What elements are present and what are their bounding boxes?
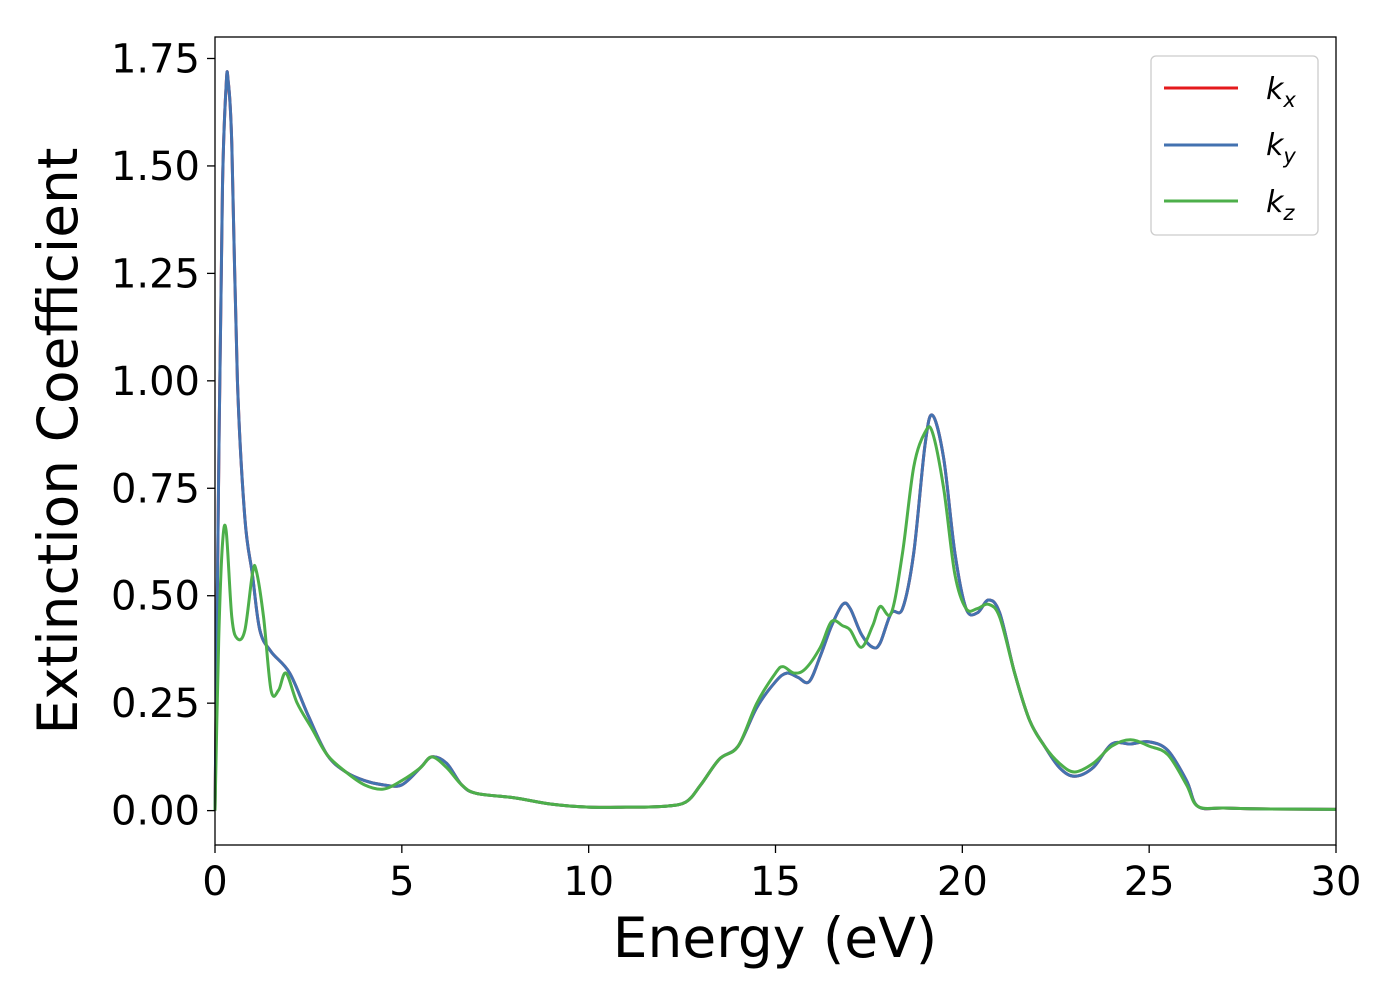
series-line-kz bbox=[213, 425, 1337, 811]
legend-label-ky: ky bbox=[1266, 128, 1296, 168]
plot-area bbox=[215, 37, 1336, 845]
y-tick-label: 1.75 bbox=[111, 36, 200, 82]
legend: kx ky kz bbox=[1150, 55, 1319, 236]
legend-label-kx: kx bbox=[1266, 72, 1296, 112]
x-tick-label: 10 bbox=[563, 859, 614, 905]
tick-layer: 0 5 10 15 20 25 30 0.00 0.25 0.50 0.75 1.00 1.25 1.50… bbox=[111, 36, 1362, 905]
y-tick-label: 0.75 bbox=[111, 466, 200, 512]
y-tick-label: 0.50 bbox=[111, 574, 200, 620]
x-tick-label: 30 bbox=[1311, 859, 1362, 905]
x-tick-label: 20 bbox=[937, 859, 988, 905]
y-tick-label: 1.50 bbox=[111, 144, 200, 190]
y-tick-label: 0.00 bbox=[111, 789, 200, 835]
x-axis-title: Energy (eV) bbox=[613, 906, 937, 970]
x-tick-label: 25 bbox=[1124, 859, 1175, 905]
series-layer bbox=[213, 70, 1337, 811]
x-tick-label: 15 bbox=[750, 859, 801, 905]
y-axis-title: Extinction Coefficient bbox=[26, 148, 90, 735]
legend-label-kz: kz bbox=[1266, 185, 1295, 225]
x-tick-label: 5 bbox=[389, 859, 414, 905]
y-tick-label: 0.25 bbox=[111, 681, 200, 727]
plot-frame bbox=[214, 36, 1337, 846]
y-tick-label: 1.25 bbox=[111, 251, 200, 297]
y-tick-label: 1.00 bbox=[111, 359, 200, 405]
x-tick-label: 0 bbox=[202, 859, 227, 905]
